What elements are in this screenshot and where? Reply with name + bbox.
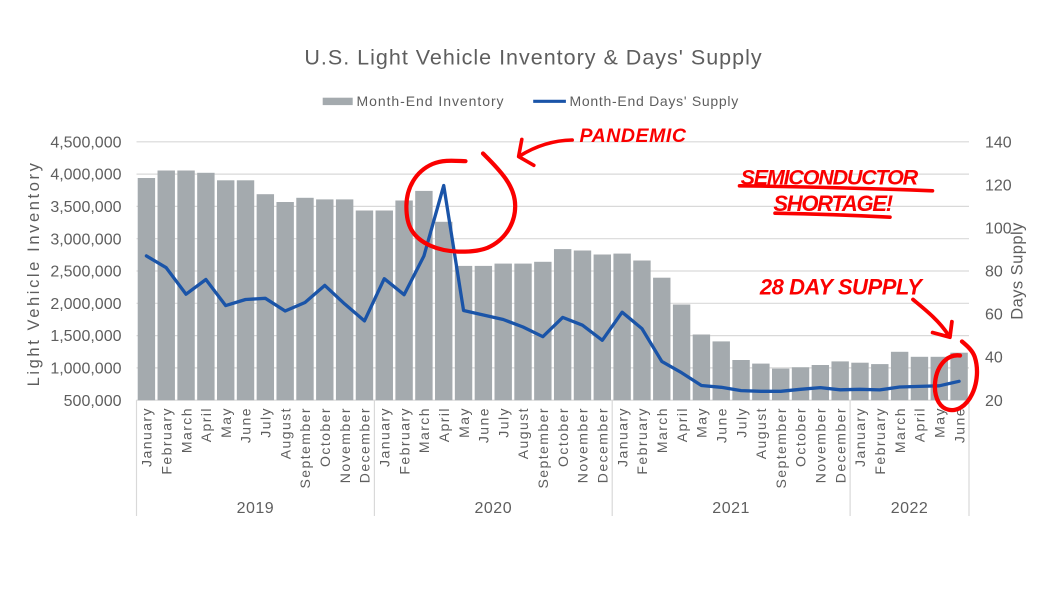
svg-text:2,000,000: 2,000,000 [50, 296, 121, 313]
svg-text:June: June [951, 407, 967, 443]
svg-text:December: December [357, 407, 373, 483]
svg-text:20: 20 [985, 393, 1003, 410]
svg-text:August: August [515, 407, 531, 459]
svg-text:2021: 2021 [712, 500, 750, 517]
svg-text:April: April [198, 407, 214, 442]
svg-text:January: January [376, 407, 392, 467]
svg-text:PANDEMIC: PANDEMIC [580, 125, 687, 147]
svg-text:May: May [931, 407, 947, 438]
svg-text:4,000,000: 4,000,000 [50, 167, 121, 184]
svg-text:2,500,000: 2,500,000 [50, 264, 121, 281]
svg-text:October: October [793, 407, 809, 467]
svg-text:1,000,000: 1,000,000 [50, 361, 121, 378]
svg-text:3,500,000: 3,500,000 [50, 199, 121, 216]
svg-text:May: May [218, 407, 234, 438]
svg-text:4,500,000: 4,500,000 [50, 134, 121, 151]
svg-text:October: October [555, 407, 571, 467]
svg-text:Light Vehicle Inventory: Light Vehicle Inventory [25, 161, 43, 387]
svg-text:U.S. Light Vehicle Inventory &: U.S. Light Vehicle Inventory & Days' Sup… [304, 46, 762, 70]
svg-text:November: November [337, 407, 353, 483]
svg-text:March: March [178, 407, 194, 453]
svg-text:July: July [258, 407, 274, 438]
svg-text:February: February [396, 407, 412, 475]
svg-text:August: August [277, 407, 293, 459]
svg-text:December: December [595, 407, 611, 483]
svg-text:April: April [436, 407, 452, 442]
svg-text:March: March [654, 407, 670, 453]
svg-text:July: July [733, 407, 749, 438]
svg-text:February: February [872, 407, 888, 475]
svg-text:August: August [753, 407, 769, 459]
svg-text:140: 140 [985, 134, 1012, 151]
svg-text:Month-End Days' Supply: Month-End Days' Supply [570, 93, 739, 109]
svg-text:September: September [535, 407, 551, 489]
svg-text:Days Supply: Days Supply [1009, 222, 1027, 320]
svg-text:March: March [892, 407, 908, 453]
svg-text:June: June [713, 407, 729, 443]
svg-text:2020: 2020 [475, 500, 513, 517]
svg-text:Month-End Inventory: Month-End Inventory [357, 93, 505, 109]
svg-text:September: September [773, 407, 789, 489]
svg-text:November: November [813, 407, 829, 483]
svg-text:June: June [238, 407, 254, 443]
svg-text:March: March [416, 407, 432, 453]
svg-text:1,500,000: 1,500,000 [50, 328, 121, 345]
svg-text:February: February [634, 407, 650, 475]
svg-text:April: April [912, 407, 928, 442]
svg-text:June: June [476, 407, 492, 443]
svg-text:December: December [832, 407, 848, 483]
svg-text:May: May [456, 407, 472, 438]
svg-text:November: November [575, 407, 591, 483]
svg-text:2019: 2019 [237, 500, 275, 517]
svg-text:28 DAY SUPPLY: 28 DAY SUPPLY [759, 275, 924, 300]
svg-text:40: 40 [985, 350, 1003, 367]
svg-text:January: January [852, 407, 868, 467]
svg-text:3,000,000: 3,000,000 [50, 231, 121, 248]
svg-text:80: 80 [985, 264, 1003, 281]
svg-text:100: 100 [985, 221, 1012, 238]
svg-text:September: September [297, 407, 313, 489]
svg-text:July: July [495, 407, 511, 438]
svg-text:February: February [158, 407, 174, 475]
svg-text:60: 60 [985, 307, 1003, 324]
svg-text:January: January [614, 407, 630, 467]
svg-text:April: April [674, 407, 690, 442]
svg-text:May: May [694, 407, 710, 438]
svg-text:October: October [317, 407, 333, 467]
svg-text:120: 120 [985, 178, 1012, 195]
svg-text:500,000: 500,000 [64, 393, 122, 410]
svg-text:2022: 2022 [891, 500, 929, 517]
svg-text:January: January [139, 407, 155, 467]
